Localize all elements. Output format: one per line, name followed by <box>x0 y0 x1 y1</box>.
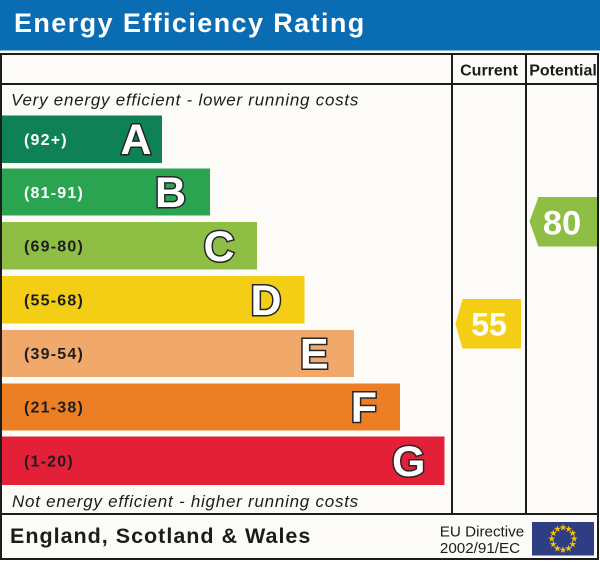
svg-text:A: A <box>120 116 151 164</box>
svg-text:80: 80 <box>543 205 581 243</box>
svg-text:(1-20): (1-20) <box>24 454 74 471</box>
svg-text:(55-68): (55-68) <box>24 293 84 310</box>
svg-text:Not energy efficient - higher: Not energy efficient - higher running co… <box>12 492 359 511</box>
svg-text:D: D <box>250 277 281 325</box>
svg-text:Current: Current <box>460 63 518 80</box>
svg-text:Very energy efficient - lower: Very energy efficient - lower running co… <box>11 91 359 110</box>
svg-text:England, Scotland & Wales: England, Scotland & Wales <box>10 524 311 548</box>
svg-text:2002/91/EC: 2002/91/EC <box>440 540 520 557</box>
svg-text:G: G <box>392 438 425 486</box>
svg-text:E: E <box>300 331 329 379</box>
svg-text:B: B <box>155 169 186 217</box>
svg-text:C: C <box>203 223 234 271</box>
svg-text:55: 55 <box>471 307 507 343</box>
svg-text:(69-80): (69-80) <box>24 239 84 256</box>
svg-text:(21-38): (21-38) <box>24 400 84 417</box>
svg-text:Potential: Potential <box>529 63 597 80</box>
svg-text:(92+): (92+) <box>24 132 68 149</box>
svg-text:F: F <box>351 384 377 432</box>
svg-text:(81-91): (81-91) <box>24 185 84 202</box>
svg-text:(39-54): (39-54) <box>24 346 84 363</box>
svg-text:Energy Efficiency Rating: Energy Efficiency Rating <box>14 8 366 38</box>
svg-text:EU Directive: EU Directive <box>440 524 524 541</box>
